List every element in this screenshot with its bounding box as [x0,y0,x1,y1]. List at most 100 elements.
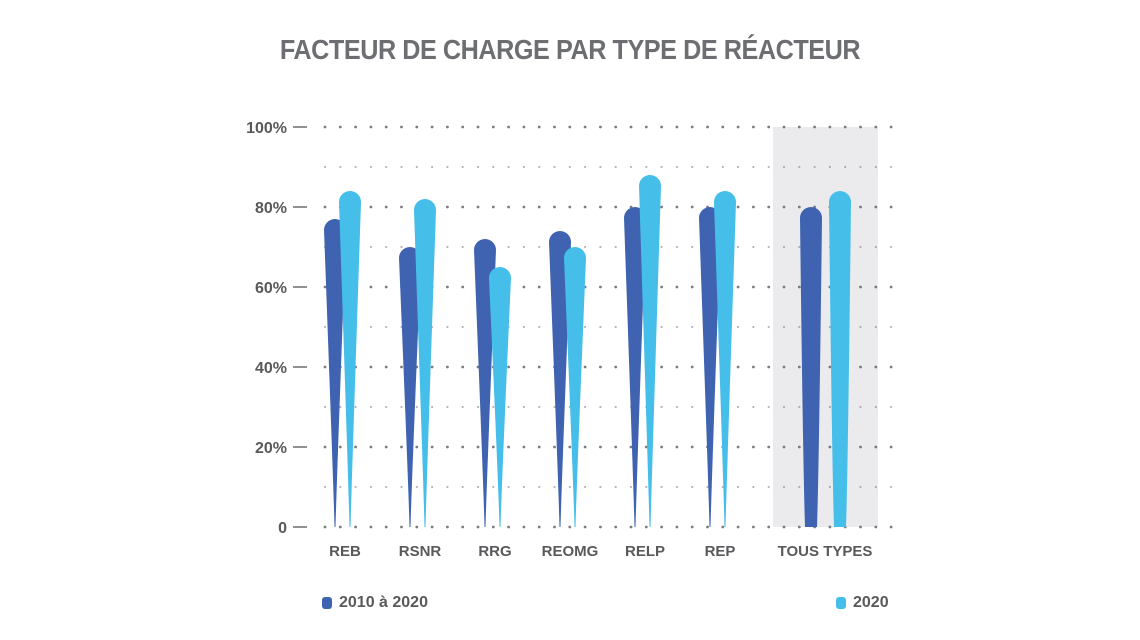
legend-swatch-series-1 [322,597,332,609]
grid-dot [522,325,526,329]
grid-dot [767,525,771,529]
x-tick-label-rep: REP [705,543,736,560]
grid-dot [767,485,770,489]
legend-swatch-series-2 [836,597,846,609]
grid-dot [782,445,786,449]
grid-dot [369,285,373,289]
bar-reb-series-1 [324,219,346,527]
grid-dot [538,325,541,329]
grid-dot [446,525,449,529]
grid-dot [614,245,617,249]
grid-dot [874,405,877,409]
x-tick-label-tous-types: TOUS TYPES [778,543,873,560]
grid-dot [736,205,740,209]
grid-dot [446,325,449,329]
grid-dot [614,125,618,129]
grid-dot [859,125,862,129]
grid-dot [767,205,771,209]
grid-dot [446,245,449,249]
grid-dot [430,365,434,369]
grid-dot [874,205,878,209]
grid-dot [599,205,602,209]
bar-relp-series-1 [624,207,646,527]
grid-dot [492,405,495,409]
grid-dot [660,485,663,489]
grid-dot [384,125,388,129]
grid-dot [614,165,617,169]
grid-dot [736,125,740,129]
grid-dot [369,245,372,249]
grid-dot [782,365,786,369]
grid-dot [797,445,801,449]
grid-dot [614,525,618,529]
grid-dot [415,485,418,489]
grid-dot [874,445,878,449]
bar-layer [324,175,851,527]
grid-dot [491,525,495,529]
grid-dot [874,485,877,489]
grid-dot [461,485,464,489]
grid-dot [767,445,771,449]
grid-dot [323,485,327,489]
grid-dot [614,445,618,449]
grid-dot [599,125,602,129]
grid-dot [584,485,587,489]
grid-dot [522,405,526,409]
grid-dot [507,165,510,169]
grid-dot [537,125,541,129]
grid-dot [690,285,694,289]
grid-dot [797,205,801,209]
grid-dot [476,445,480,449]
grid-dot [752,245,755,249]
grid-dot [354,165,357,169]
grid-dot [522,445,526,449]
grid-dot [461,165,464,169]
grid-dot [752,365,755,369]
grid-dot [782,325,786,329]
grid-dot [752,205,755,209]
grid-dot [476,485,480,489]
grid-dot [644,125,648,129]
grid-dot [843,125,847,129]
grid-dot [798,485,801,489]
grid-dot [431,165,434,169]
grid-dot [461,285,465,289]
grid-dot [507,525,510,529]
grid-dot [828,445,832,449]
bar-relp-series-2 [639,175,661,527]
grid-dot [706,525,709,529]
y-tick-label: 80% [255,200,287,217]
grid-dot [828,485,832,489]
grid-dot [583,445,587,449]
grid-dot [323,125,327,129]
grid-dot [583,125,587,129]
grid-dot [553,205,556,209]
x-tick-label-reomg: REOMG [542,543,599,560]
grid-dot [522,125,526,129]
grid-dot [507,365,510,369]
grid-dot [537,525,541,529]
grid-dot [890,165,893,169]
grid-dot [369,485,372,489]
grid-dot [675,525,679,529]
grid-dot [369,405,372,409]
grid-dot [538,245,541,249]
grid-dot [385,405,388,409]
grid-dot [737,485,740,489]
grid-dot [660,405,663,409]
grid-dot [415,125,419,129]
grid-dot [507,125,510,129]
grid-dot [889,285,893,289]
grid-dot [797,525,801,529]
grid-dot [492,485,495,489]
bar-tous-types-series-2 [829,191,851,527]
grid-dot [537,445,541,449]
grid-dot [354,525,357,529]
grid-dot [859,325,862,329]
grid-dot [507,245,510,249]
grid-dot [629,165,633,169]
grid-dot [599,245,602,249]
grid-dot [461,365,465,369]
grid-dot [691,245,694,249]
